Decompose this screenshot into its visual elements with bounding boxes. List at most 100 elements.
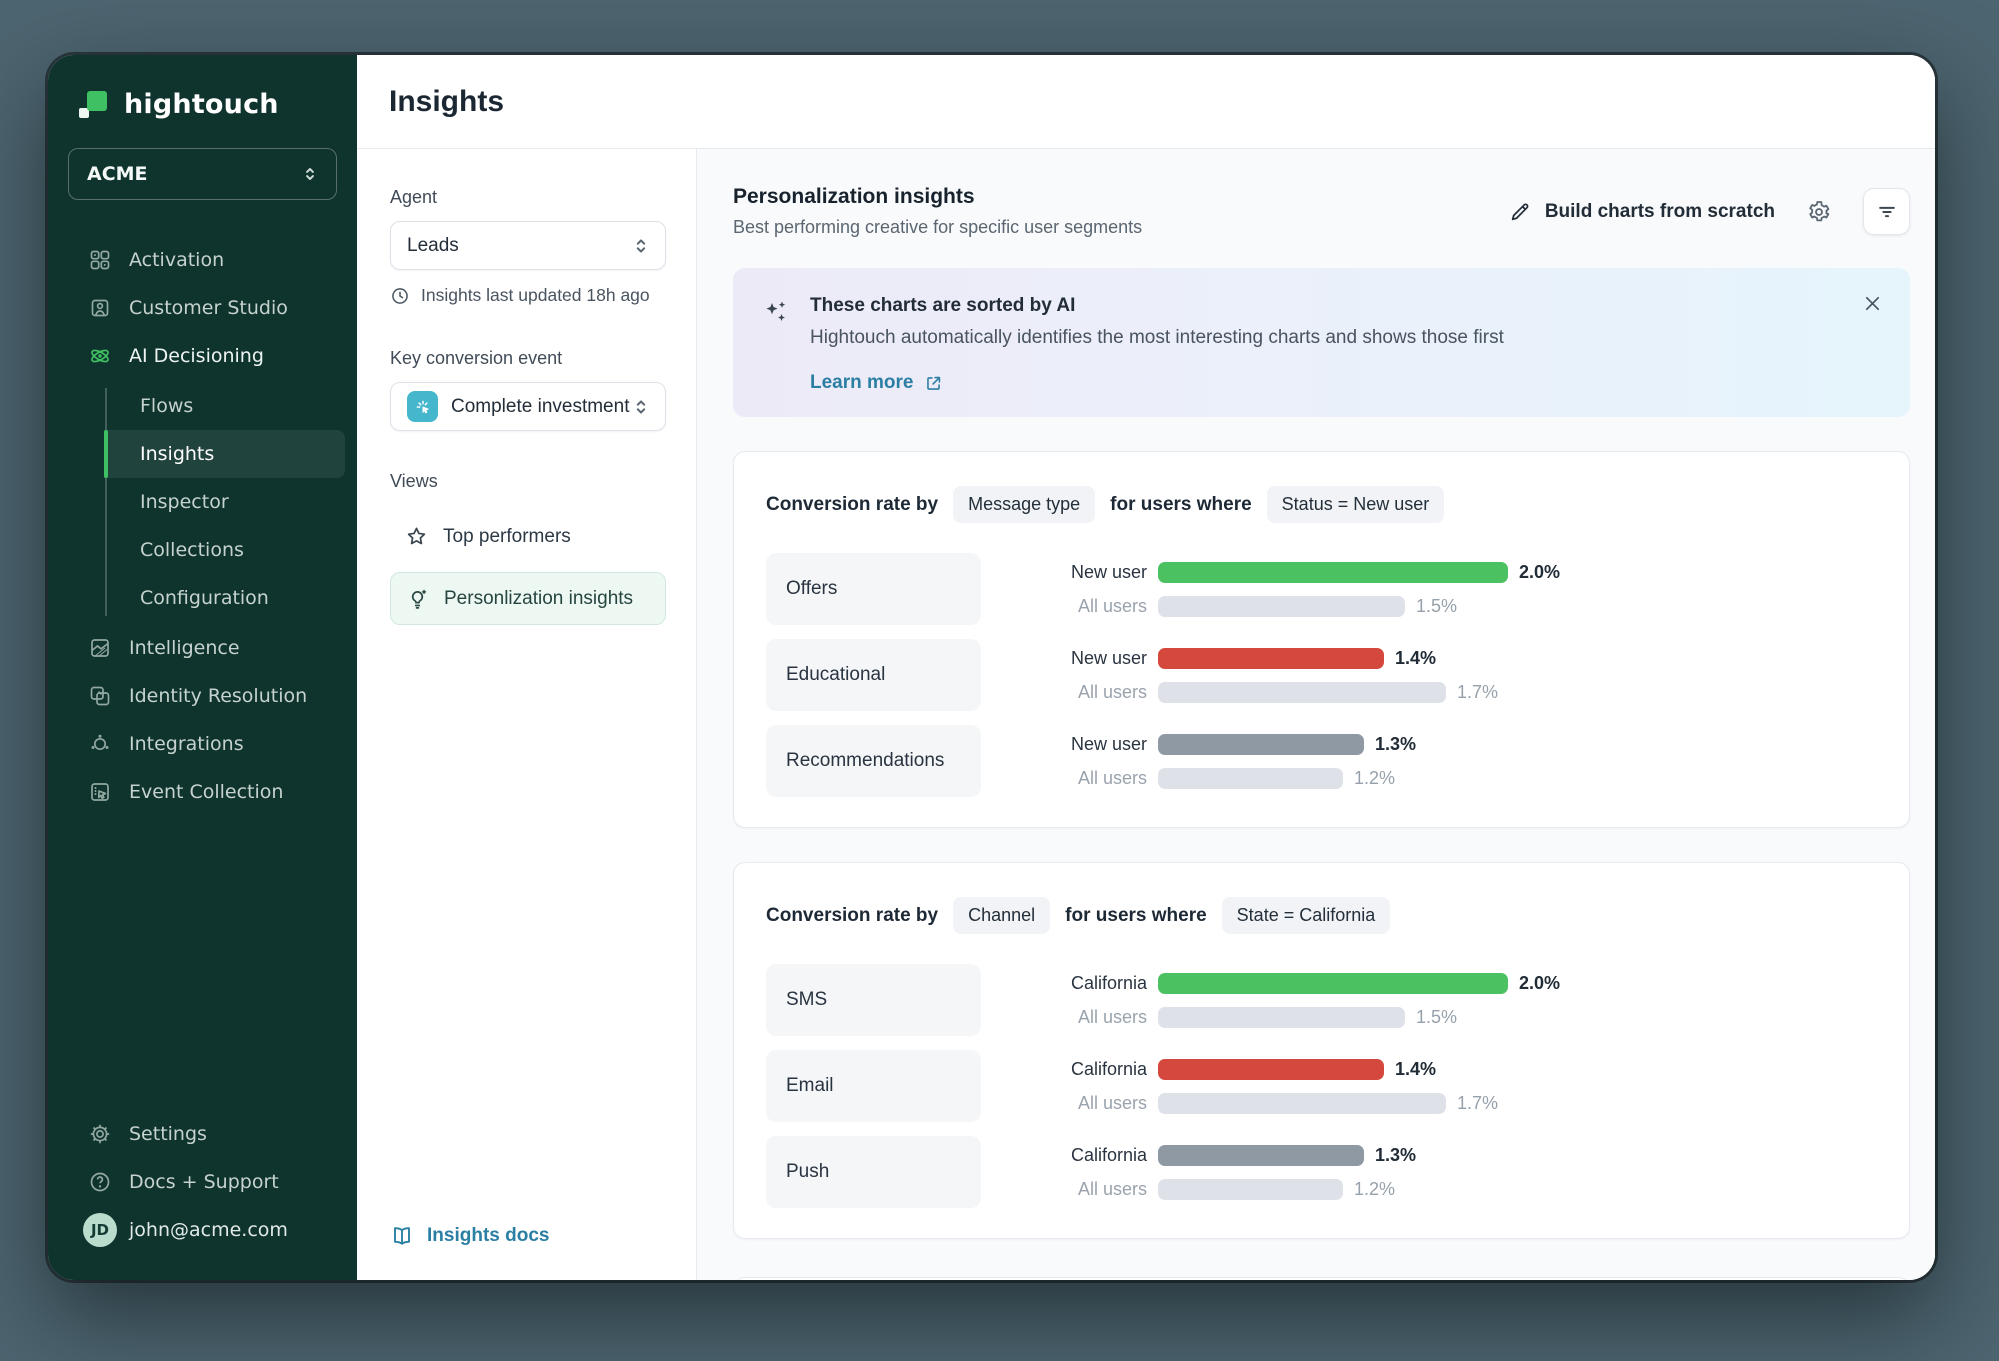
baseline-bar — [1158, 681, 1446, 703]
segment-bar — [1158, 733, 1364, 755]
dimension-chip[interactable]: Message type — [953, 486, 1096, 523]
chart-settings-button[interactable] — [1807, 200, 1831, 224]
filter-button[interactable] — [1863, 188, 1910, 235]
star-icon — [407, 527, 426, 545]
filter-chip[interactable]: Status = New user — [1266, 486, 1445, 523]
segment-bar — [1158, 561, 1508, 583]
key-event-select[interactable]: Complete investment — [390, 382, 666, 431]
overlapping-squares-icon — [90, 686, 110, 706]
chart-rows: SMS California 2.0% All users 1.5% Email Calif… — [766, 964, 1877, 1208]
view-item-personlization-insights[interactable]: Personlization insights — [390, 572, 666, 625]
chart-entity-row: Offers New user 2.0% All users 1.5% — [766, 553, 1877, 625]
sidebar-subitem-inspector[interactable]: Inspector — [104, 478, 357, 526]
sidebar-item-docs-support[interactable]: Docs + Support — [48, 1158, 357, 1206]
sidebar-item-event-collection[interactable]: Event Collection — [48, 768, 357, 816]
bar-value: 2.0% — [1519, 561, 1561, 582]
orbit-icon — [91, 734, 109, 751]
agent-select[interactable]: Leads — [390, 221, 666, 270]
user-email: john@acme.com — [129, 1219, 288, 1241]
sidebar-item-label: Settings — [129, 1123, 207, 1145]
view-item-top-performers[interactable]: Top performers — [390, 510, 666, 563]
sidebar-item-identity-resolution[interactable]: Identity Resolution — [48, 672, 357, 720]
insights-docs-link[interactable]: Insights docs — [390, 1224, 666, 1248]
docs-link-label: Insights docs — [427, 1225, 550, 1246]
chevron-updown-icon — [636, 238, 646, 253]
ai-decisioning-subnav: Flows Insights Inspector Collections Con… — [48, 380, 357, 624]
insights-config-panel: Agent Leads Insights last updated 18h ag… — [357, 149, 697, 1280]
workspace-selector[interactable]: ACME — [68, 148, 337, 200]
sidebar-item-label: Integrations — [129, 733, 244, 755]
subnav-rail — [105, 388, 107, 616]
views-block: Views Top performers Personlization insi… — [390, 471, 666, 634]
segment-bar — [1158, 972, 1508, 994]
entity-label: Push — [766, 1136, 981, 1208]
baseline-bar — [1158, 595, 1405, 617]
chart-card: Conversion rate by Message type for user… — [733, 451, 1910, 828]
bar-group: New user 1.4% All users 1.7% — [981, 647, 1499, 703]
bar-label: New user — [1070, 733, 1147, 754]
sidebar-subitem-insights[interactable]: Insights — [104, 430, 345, 478]
baseline-bar — [1158, 767, 1343, 789]
sidebar: hightouch ACME Activation Customer Studi… — [48, 55, 357, 1280]
segment-bar-row: New user 1.3% — [981, 733, 1417, 755]
bar-value: 1.2% — [1354, 767, 1396, 788]
sidebar-subitem-flows[interactable]: Flows — [104, 382, 357, 430]
gear-icon — [90, 1124, 110, 1144]
bar-value: 1.3% — [1375, 733, 1417, 754]
last-updated-text: Insights last updated 18h ago — [421, 285, 650, 305]
chart-entity-row: Recommendations New user 1.3% All users 1.2% — [766, 725, 1877, 797]
baseline-bar-row: All users 1.2% — [981, 1178, 1416, 1200]
close-icon[interactable] — [1862, 293, 1883, 319]
sidebar-item-label: Event Collection — [129, 781, 284, 803]
sidebar-item-activation[interactable]: Activation — [48, 236, 357, 284]
last-updated-row: Insights last updated 18h ago — [390, 285, 666, 306]
bar-label: California — [1070, 972, 1147, 993]
bar-label: All users — [1077, 767, 1147, 788]
bar-value: 1.7% — [1457, 681, 1499, 702]
book-icon — [394, 1227, 410, 1245]
sidebar-subitem-configuration[interactable]: Configuration — [104, 574, 357, 622]
baseline-bar — [1158, 1178, 1343, 1200]
canvas-actions: Build charts from scratch — [1509, 188, 1910, 235]
subitem-label: Configuration — [140, 587, 269, 609]
build-charts-button[interactable]: Build charts from scratch — [1509, 201, 1775, 223]
sidebar-item-integrations[interactable]: Integrations — [48, 720, 357, 768]
sidebar-item-customer-studio[interactable]: Customer Studio — [48, 284, 357, 332]
banner-title: These charts are sorted by AI — [810, 295, 1076, 316]
title-prefix: Conversion rate by — [766, 904, 939, 926]
baseline-bar-row: All users 1.5% — [981, 1006, 1560, 1028]
main-column: Insights Agent Leads Insights last updat… — [357, 55, 1935, 1280]
hightouch-logo-icon — [78, 90, 110, 120]
learn-more-link[interactable]: Learn more — [810, 372, 1910, 394]
dimension-chip[interactable]: Channel — [953, 897, 1051, 934]
baseline-bar-row: All users 1.5% — [981, 595, 1560, 617]
event-cursor-icon — [91, 783, 109, 801]
filter-chip[interactable]: State = California — [1221, 897, 1391, 934]
section-title: Personalization insights — [733, 185, 975, 208]
bar-value: 1.2% — [1354, 1178, 1396, 1199]
sidebar-subitem-collections[interactable]: Collections — [104, 526, 357, 574]
bar-value: 1.3% — [1375, 1144, 1417, 1165]
sparkles-icon — [762, 298, 790, 331]
chart-rows: Offers New user 2.0% All users 1.5% Education… — [766, 553, 1877, 797]
sidebar-item-account[interactable]: JD john@acme.com — [48, 1206, 357, 1254]
conversion-event-icon — [407, 391, 438, 422]
entity-label: SMS — [766, 964, 981, 1036]
sidebar-item-ai-decisioning[interactable]: AI Decisioning — [48, 332, 357, 380]
sidebar-item-intelligence[interactable]: Intelligence — [48, 624, 357, 672]
person-frame-icon — [91, 299, 109, 317]
chevron-updown-icon — [306, 168, 314, 180]
brand-name: hightouch — [124, 89, 279, 120]
sidebar-item-label: Activation — [129, 249, 225, 271]
sidebar-nav: Activation Customer Studio AI Decisionin… — [48, 236, 357, 816]
entity-label: Email — [766, 1050, 981, 1122]
sidebar-item-settings[interactable]: Settings — [48, 1110, 357, 1158]
entity-label: Educational — [766, 639, 981, 711]
bar-label: New user — [1070, 561, 1147, 582]
sidebar-item-label: Docs + Support — [129, 1171, 279, 1193]
segment-bar-row: New user 1.4% — [981, 647, 1498, 669]
segment-bar — [1158, 1058, 1384, 1080]
baseline-bar — [1158, 1092, 1446, 1114]
segment-bar-row: New user 2.0% — [981, 561, 1561, 583]
bar-group: California 1.4% All users 1.7% — [981, 1058, 1498, 1114]
